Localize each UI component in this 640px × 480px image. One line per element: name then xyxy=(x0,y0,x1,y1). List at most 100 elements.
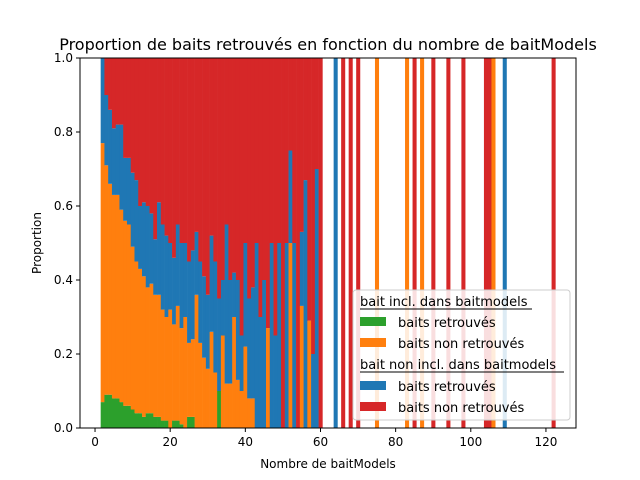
bar-segment xyxy=(104,95,109,166)
x-tick-label: 100 xyxy=(459,435,482,449)
bar-segment xyxy=(111,58,116,129)
bar-segment xyxy=(187,261,192,343)
bar-segment xyxy=(239,335,244,391)
bar-segment xyxy=(224,58,229,225)
bar-segment xyxy=(194,58,199,232)
legend-swatch-green xyxy=(360,317,386,326)
bar-segment xyxy=(175,420,180,428)
bar-segment xyxy=(130,409,135,428)
bar-segment xyxy=(100,143,105,403)
bar-segment xyxy=(235,280,240,380)
bar-segment xyxy=(157,202,162,295)
bar-segment xyxy=(111,128,116,195)
bar-segment xyxy=(111,194,116,399)
bar-segment xyxy=(209,58,214,236)
bar-segment xyxy=(145,58,150,206)
bar-segment xyxy=(126,405,132,428)
bar-segment xyxy=(172,257,177,325)
bar-segment xyxy=(138,413,143,428)
bar-segment xyxy=(318,58,323,428)
bar-segment xyxy=(130,58,135,173)
bar-segment xyxy=(108,394,113,428)
bar-segment xyxy=(194,294,199,428)
bars-layer xyxy=(100,58,556,428)
bar-segment xyxy=(119,209,124,403)
bar-segment xyxy=(134,58,139,181)
bar-segment xyxy=(250,287,256,399)
bar-segment xyxy=(258,58,263,317)
bar-segment xyxy=(262,58,267,280)
bar-segment xyxy=(104,394,109,428)
bar-segment xyxy=(314,58,319,169)
bar-segment xyxy=(187,342,192,417)
bar-segment xyxy=(487,58,492,428)
bar-segment xyxy=(198,261,203,343)
bar-segment xyxy=(296,58,301,428)
bar-segment xyxy=(149,283,154,414)
bar-segment xyxy=(209,331,214,428)
x-tick-label: 20 xyxy=(163,435,178,449)
bar-segment xyxy=(190,416,195,428)
bar-segment xyxy=(126,157,132,225)
bar-segment xyxy=(187,58,192,262)
bar-segment xyxy=(198,342,203,428)
bar-segment xyxy=(243,346,248,428)
bar-segment xyxy=(134,261,139,414)
bar-segment xyxy=(115,124,120,195)
bar-segment xyxy=(205,294,210,369)
bar-segment xyxy=(142,58,147,203)
bar-segment xyxy=(232,58,237,273)
x-tick-label: 60 xyxy=(313,435,328,449)
bar-segment xyxy=(491,58,496,428)
bar-segment xyxy=(175,305,180,421)
bar-segment xyxy=(142,416,147,428)
bar-segment xyxy=(284,243,289,428)
bar-segment xyxy=(213,372,218,428)
bar-segment xyxy=(190,58,195,251)
bar-segment xyxy=(198,58,203,262)
bar-segment xyxy=(202,58,207,277)
bar-segment xyxy=(202,357,207,428)
bar-segment xyxy=(405,58,410,428)
bar-segment xyxy=(307,58,312,321)
y-tick-label: 0.6 xyxy=(54,199,73,213)
bar-segment xyxy=(183,243,188,317)
bar-segment xyxy=(273,335,278,428)
bar-segment xyxy=(232,317,237,428)
bar-segment xyxy=(153,416,158,428)
bar-segment xyxy=(243,58,248,243)
bar-segment xyxy=(172,324,177,421)
bar-segment xyxy=(235,379,240,428)
bar-segment xyxy=(420,58,425,428)
bar-segment xyxy=(250,398,256,428)
bar-segment xyxy=(149,213,154,284)
bar-segment xyxy=(115,58,120,125)
bar-segment xyxy=(209,235,214,332)
bar-segment xyxy=(254,58,259,243)
bar-segment xyxy=(130,172,135,247)
y-tick-label: 0.2 xyxy=(54,347,73,361)
bar-segment xyxy=(179,424,184,428)
bar-segment xyxy=(179,328,184,425)
bar-segment xyxy=(551,58,556,428)
bar-segment xyxy=(303,58,308,181)
bar-segment xyxy=(142,202,147,277)
bar-segment xyxy=(153,294,158,417)
bar-segment xyxy=(288,58,293,151)
bar-segment xyxy=(164,317,169,421)
bar-segment xyxy=(138,268,143,414)
bar-segment xyxy=(123,405,128,428)
legend-label-4: baits non retrouvés xyxy=(398,401,524,416)
y-tick-label: 1.0 xyxy=(54,51,73,65)
bar-segment xyxy=(461,58,466,428)
y-axis-label: Proportion xyxy=(30,212,44,274)
bar-segment xyxy=(269,243,274,428)
bar-segment xyxy=(104,58,109,95)
bar-segment xyxy=(153,58,158,240)
bar-segment xyxy=(258,317,263,428)
bar-segment xyxy=(179,58,184,243)
bar-segment xyxy=(160,58,165,225)
bar-segment xyxy=(228,58,233,280)
legend-swatch-blue xyxy=(360,381,386,390)
bar-segment xyxy=(145,413,150,428)
